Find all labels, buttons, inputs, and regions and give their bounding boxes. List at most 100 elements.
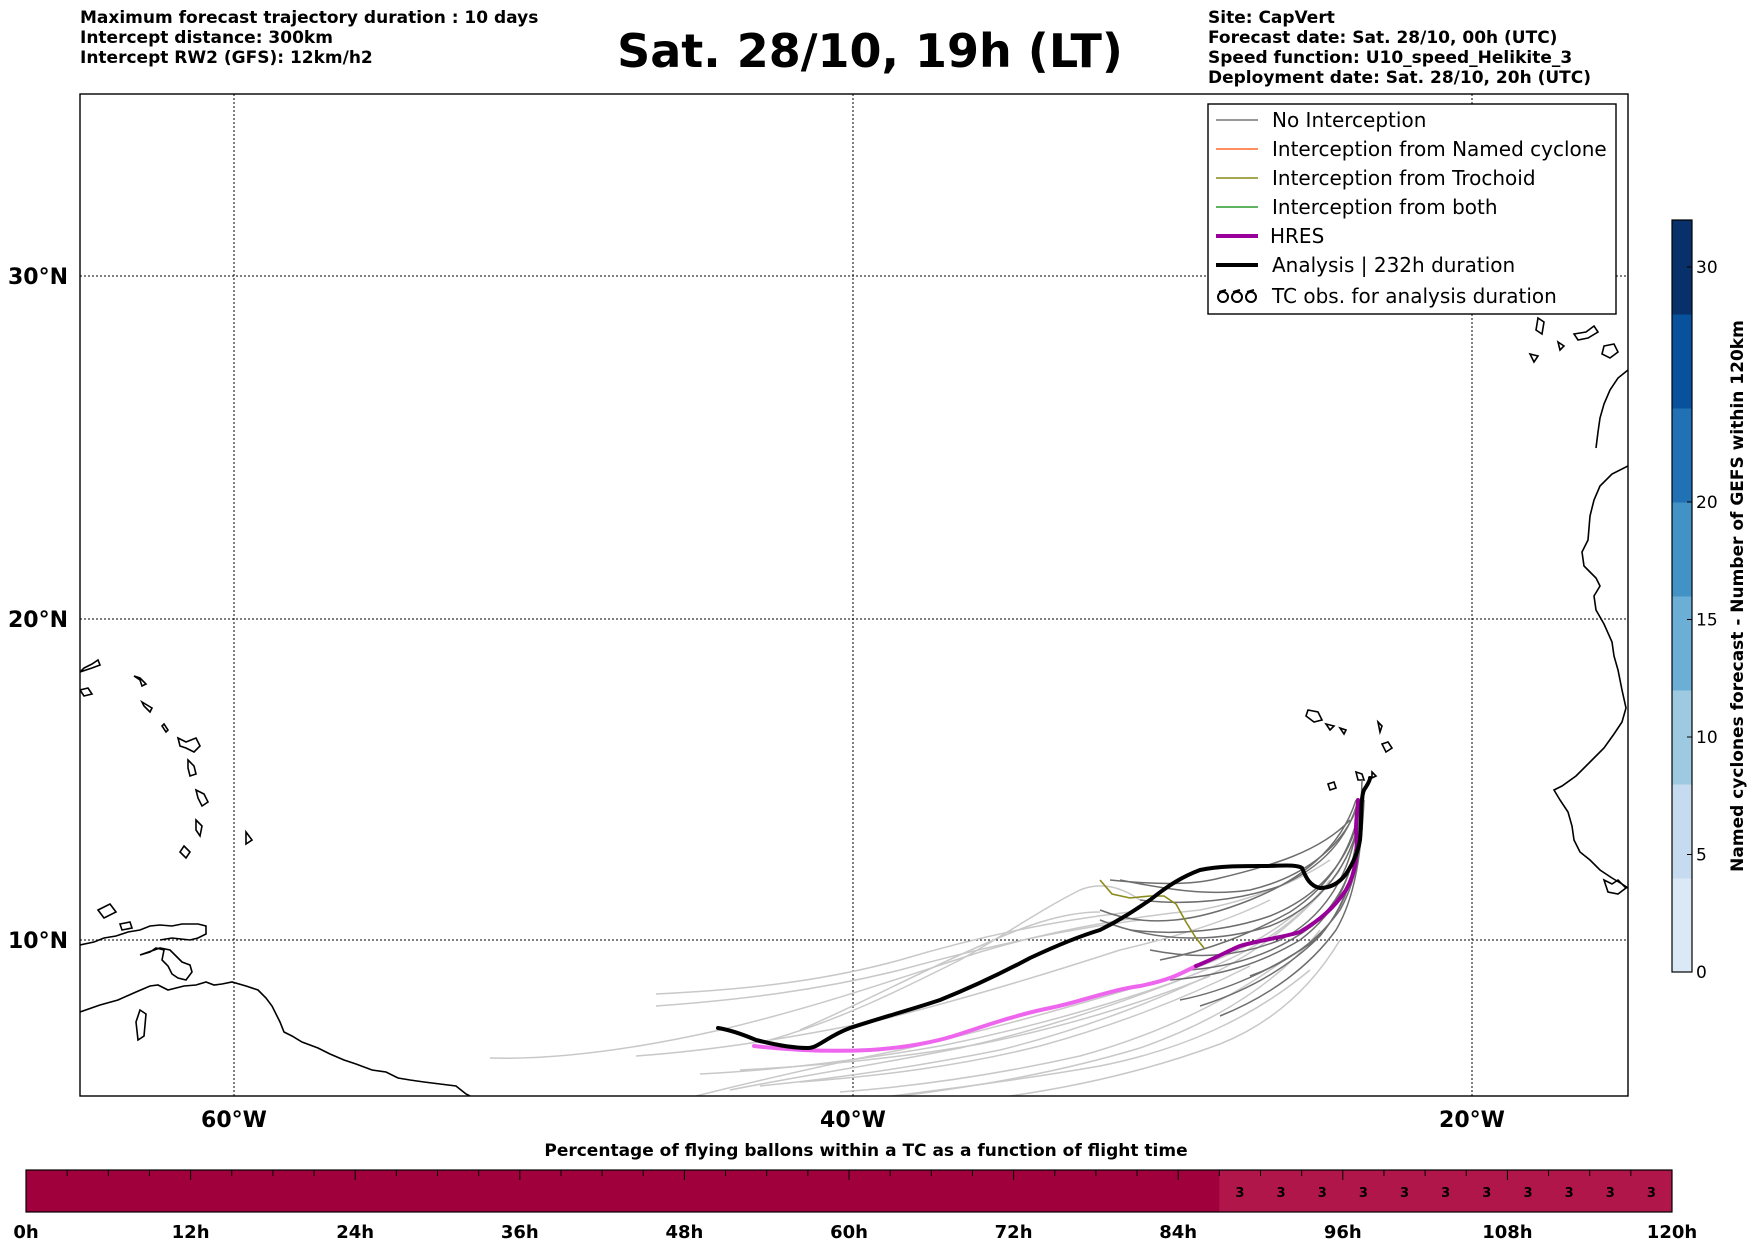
colorbar-tick-label: 15 xyxy=(1696,611,1718,631)
venezuela-coast xyxy=(80,923,207,946)
bottom-bar-cell xyxy=(849,1170,891,1212)
lat-label-20n: 20°N xyxy=(8,608,68,633)
bottom-bar-cell-value: 3 xyxy=(1606,1186,1615,1201)
bottom-bar-cell xyxy=(1054,1170,1097,1212)
bottom-bar-tick-label: 120h xyxy=(1647,1222,1697,1241)
map-frame xyxy=(79,93,1629,1097)
member-track xyxy=(655,919,1141,1007)
header-right-line-4: Deployment date: Sat. 28/10, 20h (UTC) xyxy=(1208,68,1592,88)
bottom-bar-cell xyxy=(1507,1170,1550,1212)
header-right-line-1: Site: CapVert xyxy=(1208,8,1335,28)
legend-tc-obs-label: TC obs. for analysis duration xyxy=(1271,284,1557,308)
bottom-bar-cell xyxy=(1178,1170,1220,1212)
bottom-bar-cell xyxy=(684,1170,727,1212)
hres-track-purple xyxy=(1194,798,1360,968)
member-track xyxy=(1159,805,1361,961)
cape-verde-island-3 xyxy=(1338,726,1348,736)
bottom-bar-cell xyxy=(1013,1170,1056,1212)
legend-no-interception-label: No Interception xyxy=(1272,108,1426,132)
colorbar-band xyxy=(1672,878,1692,973)
colorbar-tick-label: 5 xyxy=(1696,846,1707,866)
colorbar-band xyxy=(1672,314,1692,409)
colorbar-band xyxy=(1672,408,1692,503)
island-chain-13 xyxy=(118,921,134,931)
cape-verde-island-1 xyxy=(1305,709,1324,723)
colorbar-band xyxy=(1672,502,1692,597)
bottom-bar-cell xyxy=(1425,1170,1467,1212)
bottom-bar-cell-value: 3 xyxy=(1647,1186,1656,1201)
bottom-bar-cell xyxy=(396,1170,438,1212)
legend-hres-label: HRES xyxy=(1270,224,1324,248)
colorbar-ticks: 0 5 10 15 20 30 xyxy=(1687,258,1718,983)
colorbar-band xyxy=(1672,690,1692,785)
bottom-bar-cell-value: 3 xyxy=(1400,1186,1409,1201)
header-left-line-1: Maximum forecast trajectory duration : 1… xyxy=(80,8,539,28)
bottom-bar-cell-value: 3 xyxy=(1277,1186,1286,1201)
bottom-bar-cell xyxy=(272,1170,315,1212)
legend-analysis-label: Analysis | 232h duration xyxy=(1272,253,1515,277)
africa-coast-north xyxy=(1595,369,1628,449)
bottom-bar-tick-label: 84h xyxy=(1159,1222,1197,1241)
coastlines xyxy=(80,316,1628,1096)
bottom-bar-cell xyxy=(972,1170,1015,1212)
island-chain-6 xyxy=(176,736,201,753)
cape-verde-island-2 xyxy=(1324,722,1336,732)
bottom-bar-cell xyxy=(1219,1170,1261,1212)
bottom-bar-tick-label: 108h xyxy=(1482,1222,1532,1241)
lat-axis-labels: 30°N 20°N 10°N xyxy=(8,265,68,954)
member-track xyxy=(799,911,1101,1031)
island-chain-9 xyxy=(195,818,203,839)
member-track xyxy=(1129,811,1361,934)
bottom-bar-cell xyxy=(108,1170,150,1212)
colorbar-tick-label: 30 xyxy=(1696,258,1718,278)
island-chain-11 xyxy=(245,829,254,846)
header-right-info: Site: CapVert Forecast date: Sat. 28/10,… xyxy=(1208,8,1591,88)
island-chain-1 xyxy=(80,658,102,673)
colorbar-band xyxy=(1672,784,1692,879)
bottom-bar-tick-label: 72h xyxy=(995,1222,1033,1241)
member-track xyxy=(1099,825,1359,939)
lat-label-10n: 10°N xyxy=(8,929,68,954)
page-title-wrapper: Sat. 28/10, 19h (LT) xyxy=(0,24,1752,78)
bottom-bar-cell xyxy=(149,1170,192,1212)
header-left-line-3: Intercept RW2 (GFS): 12km/h2 xyxy=(80,48,373,68)
island-chain-3 xyxy=(133,675,148,688)
bottom-bar-cell xyxy=(355,1170,397,1212)
colorbar-tick-label: 10 xyxy=(1696,728,1718,748)
cape-verde-island-6 xyxy=(1354,770,1366,781)
map-content xyxy=(80,94,1628,1096)
island-chain-2 xyxy=(80,687,94,697)
header-right-line-2: Forecast date: Sat. 28/10, 00h (UTC) xyxy=(1208,28,1558,48)
bottom-bar-cell xyxy=(1383,1170,1426,1212)
bottom-bar-cells: 3 3 3 3 3 3 3 3 3 3 3 xyxy=(26,1170,1673,1212)
legend-box xyxy=(1207,103,1617,315)
bottom-bar-cell xyxy=(314,1170,356,1212)
bottom-bar-title: Percentage of flying ballons within a TC… xyxy=(544,1141,1187,1161)
bottom-bar-cell xyxy=(1630,1170,1673,1212)
bottom-bar-cell xyxy=(1589,1170,1632,1212)
bottom-bar-cell xyxy=(1137,1170,1179,1212)
bottom-bar-tick-label: 48h xyxy=(665,1222,703,1241)
bottom-bar-tick-label: 96h xyxy=(1324,1222,1362,1241)
lat-label-30n: 30°N xyxy=(8,265,68,290)
south-america-coast xyxy=(80,981,471,1096)
canary-island-3 xyxy=(1601,343,1620,359)
lon-label-60w: 60°W xyxy=(201,1108,267,1133)
colorbar-tick-label: 20 xyxy=(1696,493,1718,513)
analysis-track xyxy=(716,776,1372,1051)
member-track xyxy=(1149,819,1359,957)
bottom-bar-tick-label: 60h xyxy=(830,1222,868,1241)
bottom-bar-cell-value: 3 xyxy=(1441,1186,1450,1201)
cape-verde-island-7 xyxy=(1326,780,1338,792)
colorbar-bands xyxy=(1672,220,1692,973)
bottom-bar-cell xyxy=(602,1170,644,1212)
header-right-line-3: Speed function: U10_speed_Helikite_3 xyxy=(1208,48,1573,68)
island-chain-7 xyxy=(187,758,197,778)
bottom-bar-tick-label: 36h xyxy=(501,1222,539,1241)
bottom-bar-ticks: 0h 12h 24h 36h 48h 60h 72h 84h 96h 108h 120h xyxy=(13,1170,1697,1241)
africa-islands xyxy=(1602,878,1628,895)
colorbar: 0 5 10 15 20 30 Named cyclones forecast - Num… xyxy=(1671,219,1748,983)
bottom-bar-cell-value: 3 xyxy=(1482,1186,1491,1201)
bottom-bar-cell-value: 3 xyxy=(1359,1186,1368,1201)
bottom-bar-cell xyxy=(1301,1170,1344,1212)
